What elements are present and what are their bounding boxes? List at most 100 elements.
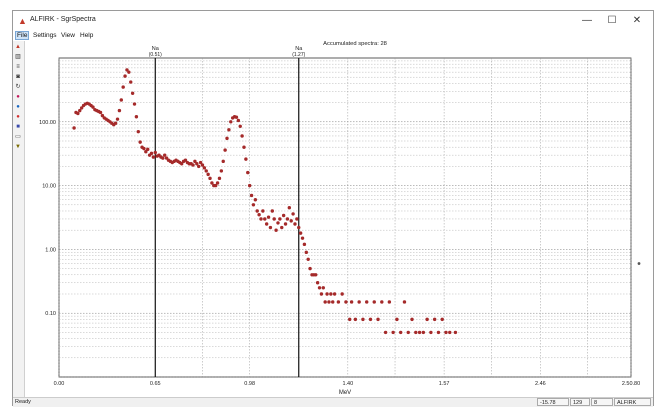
- bars-icon[interactable]: ▥: [15, 54, 21, 60]
- menu-bar: File Settings View Help: [13, 31, 653, 40]
- sc-icon[interactable]: ●: [16, 104, 20, 110]
- data-point: [247, 183, 252, 188]
- data-point: [151, 155, 156, 159]
- data-point: [223, 148, 227, 152]
- menu-file[interactable]: File: [15, 31, 30, 40]
- data-point: [72, 126, 76, 130]
- data-point: [215, 181, 220, 185]
- data-point: [315, 281, 320, 285]
- data-point: [291, 212, 295, 216]
- status-pane-count: 8: [591, 398, 613, 406]
- data-point: [453, 330, 458, 335]
- maximize-button[interactable]: ☐: [607, 15, 617, 26]
- data-point: [225, 136, 229, 141]
- camera-icon[interactable]: ◙: [16, 74, 20, 80]
- data-point: [196, 164, 201, 169]
- x-tick-label: 1.40: [342, 381, 353, 387]
- y-tick-label: 0.10: [45, 311, 56, 317]
- data-point: [134, 115, 139, 119]
- list-icon[interactable]: ≡: [16, 64, 20, 70]
- data-point: [138, 140, 142, 144]
- data-point: [344, 300, 348, 304]
- chart-title: Accumulated spectra: 28: [323, 41, 387, 47]
- data-point: [444, 330, 448, 335]
- data-point: [432, 317, 437, 322]
- data-point: [266, 215, 271, 219]
- data-point: [240, 134, 244, 138]
- data-point: [336, 300, 341, 304]
- data-point: [234, 115, 239, 119]
- chart-icon[interactable]: ▲: [15, 44, 21, 50]
- data-point: [361, 317, 365, 322]
- data-point: [329, 292, 333, 296]
- data-point: [283, 222, 288, 226]
- alfirk-app-icon: ▲: [18, 16, 27, 26]
- data-point: [244, 157, 248, 161]
- data-point: [274, 228, 278, 232]
- data-point: [406, 330, 410, 335]
- spectrum-chart[interactable]: 0.00 0.65 0.98 1.40 1.57 2.46 2.50.80 100.00 10.…: [13, 11, 653, 397]
- data-point: [293, 222, 297, 226]
- data-point: [414, 330, 418, 335]
- data-point: [263, 217, 267, 221]
- close-button[interactable]: ✕: [632, 15, 642, 26]
- data-point: [306, 257, 310, 261]
- data-point: [236, 118, 241, 123]
- data-point: [246, 170, 250, 175]
- marker-label: Na: [295, 46, 303, 52]
- cobalt-icon[interactable]: ●: [16, 114, 20, 120]
- data-point: [91, 105, 95, 109]
- data-point: [115, 117, 120, 121]
- data-point: [79, 106, 84, 110]
- x-tick-label: 2.50.80: [622, 381, 640, 387]
- data-point: [130, 91, 135, 95]
- data-point: [295, 217, 299, 221]
- data-point: [327, 300, 331, 304]
- data-point: [255, 209, 259, 213]
- data-point: [308, 266, 312, 271]
- data-point: [129, 80, 133, 84]
- data-point: [314, 273, 318, 277]
- title-bar[interactable]: ▲ ALFIRK - SgrSpectra — ☐ ✕: [13, 11, 653, 31]
- menu-help[interactable]: Help: [80, 32, 94, 39]
- data-point: [249, 193, 254, 198]
- data-point: [321, 286, 325, 290]
- data-point: [251, 203, 256, 207]
- filter-icon[interactable]: ▼: [15, 144, 21, 150]
- data-point: [429, 330, 433, 335]
- print-icon[interactable]: ▭: [15, 134, 21, 140]
- data-point: [331, 300, 335, 304]
- data-point: [448, 330, 452, 335]
- x-tick-label: 0.65: [150, 381, 161, 387]
- data-point: [163, 153, 167, 157]
- data-point: [436, 330, 441, 335]
- marker-label: Na: [152, 46, 160, 52]
- data-point: [365, 300, 369, 304]
- co-icon[interactable]: ■: [16, 124, 20, 130]
- data-point: [202, 166, 207, 170]
- ca-icon[interactable]: ●: [16, 94, 20, 100]
- x-axis-label: MeV: [339, 390, 351, 396]
- status-text: Ready: [15, 399, 31, 405]
- minimize-button[interactable]: —: [582, 15, 592, 26]
- data-point: [213, 183, 218, 188]
- menu-settings[interactable]: Settings: [33, 32, 57, 39]
- y-tick-label: 10.00: [42, 184, 56, 190]
- data-point: [398, 330, 403, 335]
- data-point: [425, 317, 429, 322]
- data-point: [253, 198, 258, 202]
- window-title: ALFIRK - SgrSpectra: [30, 16, 96, 23]
- refresh-icon[interactable]: ↻: [15, 84, 21, 90]
- data-point: [76, 111, 80, 116]
- menu-view[interactable]: View: [61, 32, 75, 39]
- data-point: [132, 102, 137, 106]
- data-point: [300, 236, 305, 240]
- status-pane-channel: 129: [570, 398, 590, 406]
- data-point: [376, 317, 380, 322]
- data-point: [280, 225, 284, 230]
- data-point: [198, 160, 203, 165]
- data-point: [193, 159, 197, 164]
- data-point: [261, 209, 265, 213]
- data-point: [417, 330, 422, 335]
- data-point: [297, 225, 301, 230]
